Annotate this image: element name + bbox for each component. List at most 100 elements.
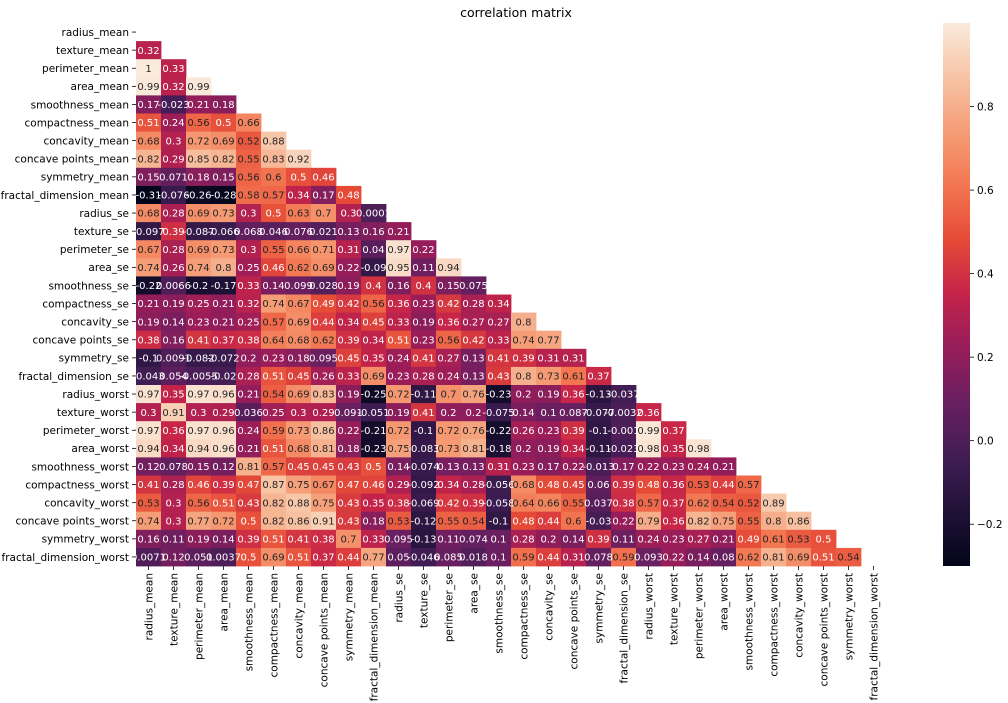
heatmap-cell xyxy=(211,547,237,567)
heatmap-cell xyxy=(136,511,162,531)
x-tick-label: concavity_worst xyxy=(793,573,805,658)
heatmap-cell xyxy=(311,167,337,187)
heatmap-cell xyxy=(211,185,237,205)
heatmap-cell xyxy=(561,348,587,368)
cell-value-label: 0.86 xyxy=(787,516,809,527)
cell-value-label: 0.53 xyxy=(787,534,809,545)
cell-value-label: 0.16 xyxy=(387,281,409,292)
cell-value-label: 0.69 xyxy=(287,317,309,328)
cell-value-label: 0.61 xyxy=(762,534,784,545)
cell-value-label: 0.17 xyxy=(612,462,634,473)
cell-value-label: -0.11 xyxy=(586,444,612,455)
cell-value-label: 0.69 xyxy=(312,263,334,274)
cell-value-label: 0.82 xyxy=(212,154,234,165)
heatmap-cell xyxy=(136,240,162,259)
heatmap-cell xyxy=(386,511,412,531)
cell-value-label: -0.22 xyxy=(486,426,512,437)
heatmap-cell xyxy=(361,330,387,350)
cell-value-label: 0.44 xyxy=(537,516,559,527)
cell-value-label: 0.2 xyxy=(516,390,532,401)
heatmap-cell xyxy=(686,529,712,549)
cell-value-label: 0.19 xyxy=(537,390,559,401)
cell-value-label: 0.44 xyxy=(312,317,334,328)
heatmap-cell xyxy=(686,439,712,458)
cell-value-label: 0.68 xyxy=(287,444,309,455)
cell-value-label: 0.95 xyxy=(387,263,409,274)
cell-value-label: 0.15 xyxy=(137,172,159,183)
cell-value-label: 0.54 xyxy=(262,390,284,401)
heatmap-cell xyxy=(511,547,537,567)
heatmap-cell xyxy=(161,348,187,368)
cell-value-label: 0.39 xyxy=(337,335,359,346)
cell-value-label: 0.19 xyxy=(412,317,434,328)
cell-value-label: -0.12 xyxy=(411,516,437,527)
heatmap-cell xyxy=(411,493,437,513)
cell-value-label: 0.16 xyxy=(162,335,184,346)
cell-value-label: 0.43 xyxy=(237,498,259,509)
cell-value-label: 0.18 xyxy=(187,172,209,183)
heatmap-cell xyxy=(136,258,162,277)
cell-value-label: 0.37 xyxy=(587,372,609,383)
cell-value-label: -0.03 xyxy=(586,516,612,527)
heatmap-cell xyxy=(561,457,587,476)
heatmap-cell xyxy=(386,276,412,295)
heatmap-cell xyxy=(186,240,212,259)
cell-value-label: 0.96 xyxy=(212,426,234,437)
heatmap-cell xyxy=(286,185,312,205)
heatmap-cell xyxy=(136,204,162,223)
heatmap-cell xyxy=(186,439,212,458)
cell-value-label: 0.72 xyxy=(387,390,409,401)
heatmap-cell xyxy=(411,312,437,332)
heatmap-cell xyxy=(736,475,762,494)
cell-value-label: 0.35 xyxy=(362,498,384,509)
cell-value-label: 0.57 xyxy=(737,480,759,491)
heatmap-cell xyxy=(211,113,237,132)
heatmap-cell xyxy=(286,258,312,277)
heatmap-cell xyxy=(211,493,237,513)
cell-value-label: 0.56 xyxy=(237,172,259,183)
cell-value-label: -0.001 xyxy=(607,426,639,437)
heatmap-cell xyxy=(336,457,362,476)
cell-value-label: 0.94 xyxy=(437,263,459,274)
cell-value-label: 0.94 xyxy=(137,444,159,455)
heatmap-cell xyxy=(286,403,312,422)
cell-value-label: 0.48 xyxy=(337,191,359,202)
cell-value-label: -0.075 xyxy=(482,408,514,419)
heatmap-cell xyxy=(686,493,712,513)
cell-value-label: 0.5 xyxy=(291,172,307,183)
heatmap-cell xyxy=(136,439,162,458)
heatmap-cell xyxy=(161,403,187,422)
heatmap-cell xyxy=(261,312,287,332)
heatmap-cell xyxy=(436,348,462,368)
cell-value-label: 0.92 xyxy=(287,154,309,165)
heatmap-cell xyxy=(561,511,587,531)
heatmap-cell xyxy=(361,421,387,440)
cell-value-label: 0.28 xyxy=(237,372,259,383)
heatmap-cell xyxy=(161,421,187,440)
cell-value-label: 0.051 xyxy=(184,553,213,564)
heatmap-cell xyxy=(386,348,412,368)
heatmap-cell xyxy=(736,529,762,549)
x-tick-label: symmetry_mean xyxy=(343,573,355,661)
heatmap-cell xyxy=(236,312,262,332)
cell-value-label: 0.19 xyxy=(187,534,209,545)
heatmap-cell xyxy=(286,222,312,241)
cell-value-label: 0.078 xyxy=(159,462,188,473)
y-tick-label: symmetry_worst xyxy=(42,534,129,546)
cell-value-label: 0.73 xyxy=(287,426,309,437)
cell-value-label: 0.2 xyxy=(466,408,482,419)
heatmap-cell xyxy=(461,547,487,567)
cell-value-label: 0.21 xyxy=(237,390,259,401)
heatmap-cell xyxy=(211,421,237,440)
cell-value-label: 0.3 xyxy=(241,245,257,256)
heatmap-cell xyxy=(461,276,487,295)
cell-value-label: 0.99 xyxy=(187,82,209,93)
heatmap-cell xyxy=(611,547,637,567)
heatmap-cell xyxy=(211,240,237,259)
heatmap-cell xyxy=(336,276,362,295)
heatmap-cell xyxy=(636,529,662,549)
x-tick-label: perimeter_worst xyxy=(693,573,705,659)
heatmap-cell xyxy=(211,95,237,114)
x-tick-label: concave points_mean xyxy=(318,573,330,687)
